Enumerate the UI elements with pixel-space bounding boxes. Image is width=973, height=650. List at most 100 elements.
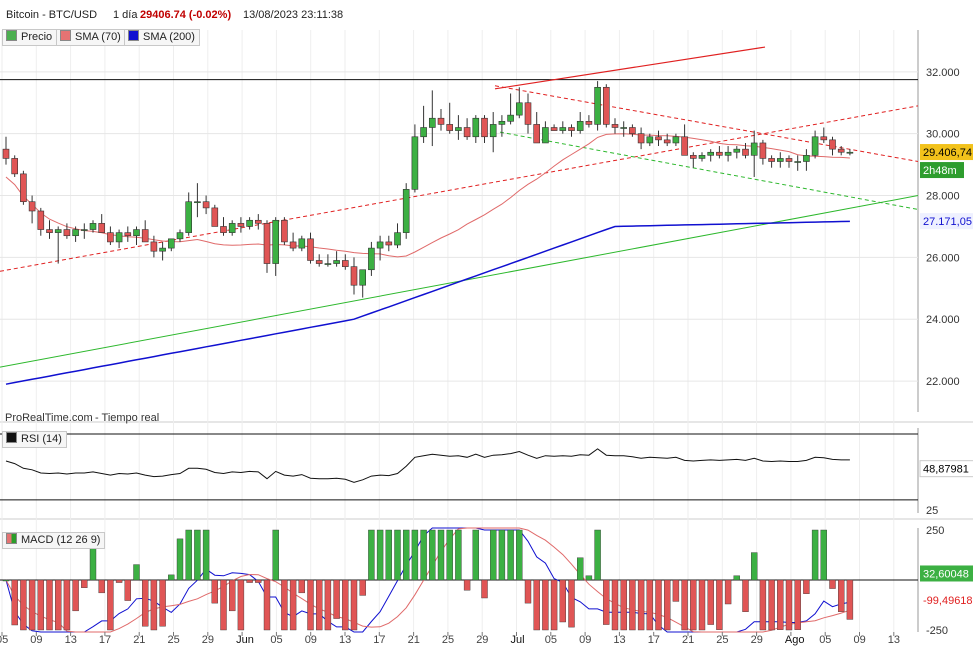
candle-body xyxy=(646,136,654,144)
candle-body xyxy=(785,158,793,162)
x-tick-label: Ago xyxy=(785,634,805,646)
x-tick-label: 05 xyxy=(0,634,8,646)
candle-body xyxy=(542,127,549,144)
macd-histogram-bar xyxy=(629,579,636,631)
y-tick-label: 26.000 xyxy=(926,252,960,264)
candle-body xyxy=(107,232,114,243)
macd-histogram-bar xyxy=(838,579,845,612)
candle-body xyxy=(176,232,184,240)
y-tick-label: 24.000 xyxy=(926,314,960,326)
legend-rsi[interactable]: RSI (14) xyxy=(2,431,67,448)
candle-body xyxy=(663,139,671,144)
macd-histogram-bar xyxy=(559,579,566,623)
candle-body xyxy=(515,102,523,116)
macd-histogram-bar xyxy=(81,579,88,588)
legend-price[interactable]: Precio xyxy=(2,29,58,46)
macd-histogram-bar xyxy=(150,579,158,631)
candle-body xyxy=(20,173,27,203)
macd-histogram-bar xyxy=(98,579,105,594)
macd-histogram-bar xyxy=(55,579,62,631)
candle-body xyxy=(620,127,628,129)
candle-body xyxy=(602,86,610,125)
x-tick-label: 05 xyxy=(545,634,557,646)
macd-histogram-bar xyxy=(620,579,627,631)
candle-body xyxy=(324,263,332,265)
macd-histogram-bar xyxy=(342,579,349,631)
macd-histogram-bar xyxy=(411,529,419,581)
candle-body xyxy=(829,139,836,150)
macd-swatch-icon xyxy=(6,533,17,544)
candle-body xyxy=(655,136,662,141)
macd-histogram-bar xyxy=(437,529,445,581)
y-tick-label: 30.000 xyxy=(926,129,960,141)
macd-histogram-bar xyxy=(324,579,332,631)
macd-histogram-bar xyxy=(507,529,514,581)
falling-green-dashed-line xyxy=(499,131,919,210)
macd-histogram-bar xyxy=(316,579,323,631)
macd-histogram-bar xyxy=(568,579,575,628)
macd-histogram-bar xyxy=(168,574,175,581)
candle-body xyxy=(115,232,123,243)
candle-body xyxy=(28,201,36,212)
x-tick-label: 05 xyxy=(819,634,831,646)
macd-histogram-bar xyxy=(272,529,279,581)
candle-body xyxy=(81,229,88,231)
macd-histogram-bar xyxy=(11,579,18,626)
candle-body xyxy=(237,223,245,227)
candle-body xyxy=(472,117,480,138)
macd-histogram-bar xyxy=(307,579,314,631)
candle-body xyxy=(689,155,697,159)
period-label[interactable]: 1 día xyxy=(113,9,138,21)
candle-body xyxy=(550,127,558,131)
legend-macd[interactable]: MACD (12 26 9) xyxy=(2,532,106,549)
x-tick-label: 05 xyxy=(270,634,282,646)
legend-price-label: Precio xyxy=(21,31,53,43)
macd-histogram-bar xyxy=(420,529,427,581)
candle-body xyxy=(446,124,454,131)
candle-body xyxy=(394,232,401,246)
candle-body xyxy=(803,155,810,162)
macd-histogram-bar xyxy=(376,529,384,581)
candle-body xyxy=(724,151,732,156)
candle-body xyxy=(507,114,514,122)
candle-body xyxy=(202,201,210,209)
legend-sma200[interactable]: SMA (200) xyxy=(124,29,200,46)
rsi-line xyxy=(5,448,850,483)
macd-histogram-bar xyxy=(829,579,836,589)
macd-histogram-bar xyxy=(768,579,775,631)
macd-histogram-bar xyxy=(785,579,793,631)
macd-histogram-bar xyxy=(194,529,201,581)
x-tick-label: 17 xyxy=(373,634,385,646)
axes-layer: 05 09 13 17 21 25 29 Jun 05 09 13 17 21 25 29 Jul 05 09 13… xyxy=(0,67,973,646)
falling-dashed-trendline xyxy=(494,85,919,163)
rsi-swatch-icon xyxy=(6,432,17,443)
candle-body xyxy=(489,124,497,138)
candle-body xyxy=(272,219,280,264)
macd-histogram-bar xyxy=(176,538,184,581)
candle-body xyxy=(455,127,462,131)
last-price-tag-bg xyxy=(920,144,973,161)
macd-histogram-bar xyxy=(759,579,767,631)
candle-body xyxy=(794,161,802,163)
x-tick-label: 25 xyxy=(442,634,454,646)
macd-histogram-bar xyxy=(368,529,375,581)
sma200-tag-bg xyxy=(920,213,973,230)
candle-body xyxy=(776,158,784,162)
macd-histogram-bar xyxy=(403,529,410,581)
candle-body xyxy=(559,127,567,131)
x-tick-label: 29 xyxy=(751,634,763,646)
macd-histogram-bar xyxy=(28,579,36,631)
candle-body xyxy=(168,238,175,249)
candle-body xyxy=(341,260,349,267)
macd-histogram-bar xyxy=(446,529,453,581)
macd-histogram-bar xyxy=(724,579,732,605)
macd-histogram-bar xyxy=(550,579,558,631)
legend-sma70[interactable]: SMA (70) xyxy=(56,29,126,46)
macd-histogram-bar xyxy=(46,579,53,631)
candle-body xyxy=(37,210,45,230)
candle-body xyxy=(63,229,71,237)
countdown-tag: 2h48m xyxy=(923,165,957,177)
macd-histogram-bar xyxy=(211,579,219,604)
macd-histogram-bar xyxy=(20,579,27,631)
macd-histogram-bar xyxy=(846,579,854,620)
